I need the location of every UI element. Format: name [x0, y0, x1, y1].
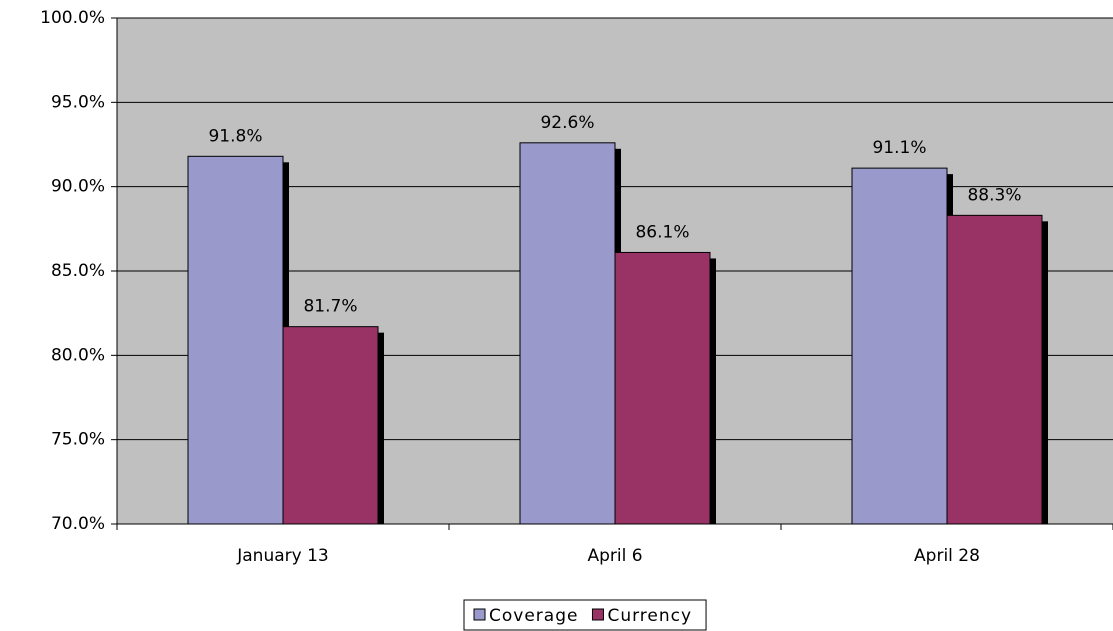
- legend-box: [463, 599, 707, 631]
- legend-swatch: [591, 608, 604, 621]
- y-tick-label: 85.0%: [51, 261, 105, 281]
- y-tick-label: 80.0%: [51, 345, 105, 365]
- y-tick-label: 75.0%: [51, 430, 105, 450]
- bar: [282, 326, 379, 525]
- value-label: 92.6%: [540, 113, 594, 133]
- legend: Coverage Currency: [463, 599, 707, 631]
- value-label: 91.1%: [872, 138, 926, 158]
- legend-swatch: [473, 608, 486, 621]
- value-label: 81.7%: [303, 297, 357, 317]
- y-tick-label: 100.0%: [40, 8, 105, 28]
- bar: [614, 251, 711, 525]
- value-label: 88.3%: [967, 185, 1021, 205]
- x-tick-label: April 28: [914, 546, 980, 566]
- y-tick-label: 90.0%: [51, 177, 105, 197]
- y-tick-label: 70.0%: [51, 514, 105, 534]
- bar: [519, 142, 616, 525]
- value-label: 86.1%: [635, 222, 689, 242]
- bar: [946, 214, 1043, 525]
- legend-label: Coverage: [489, 606, 578, 626]
- bar: [851, 167, 948, 525]
- x-tick-label: January 13: [236, 546, 328, 566]
- y-tick-label: 95.0%: [51, 92, 105, 112]
- x-tick-label: April 6: [587, 546, 642, 566]
- legend-label: Currency: [607, 606, 692, 626]
- value-label: 91.8%: [208, 126, 262, 146]
- bar: [187, 155, 284, 525]
